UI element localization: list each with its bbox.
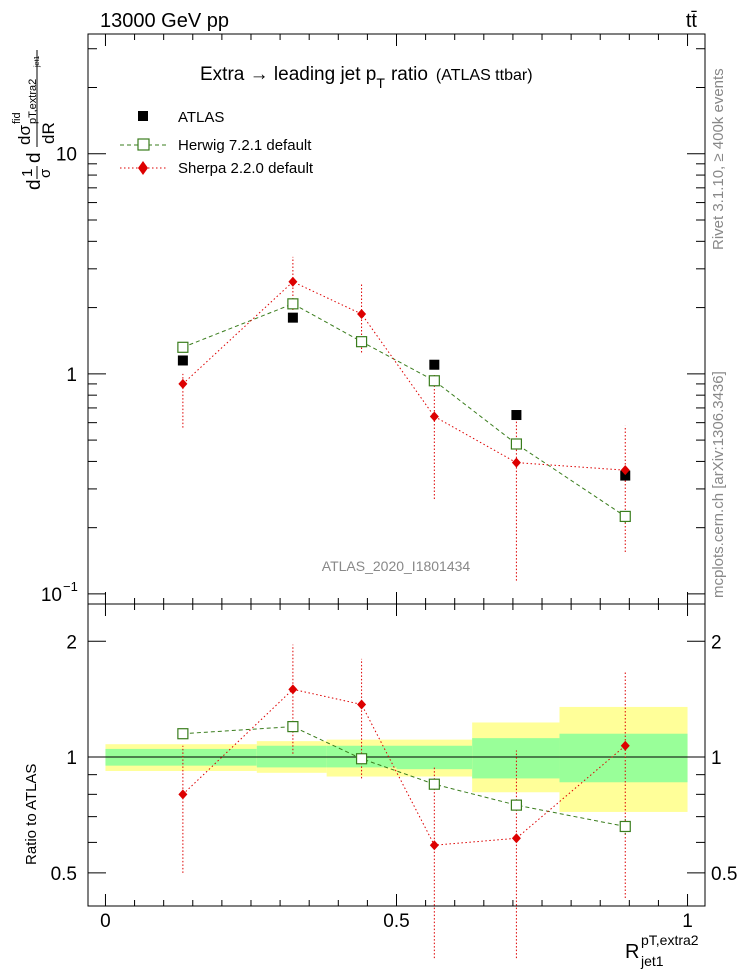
sherpa-point	[357, 309, 367, 320]
svg-text:pT,extra2: pT,extra2	[27, 79, 39, 124]
x-axis-label: RpT,extra2 jet1	[625, 932, 699, 969]
atlas-point	[287, 312, 298, 323]
herwig-point	[287, 298, 299, 310]
herwig-point	[177, 341, 189, 353]
y-tick-label: 10	[56, 145, 77, 166]
ratio-band-inner	[559, 733, 688, 783]
mcplots-label: mcplots.cern.ch [arXiv:1306.3436]	[710, 371, 727, 598]
sherpa-ratio-point	[178, 789, 188, 800]
herwig-ratio-point	[287, 721, 299, 733]
sherpa-point	[178, 378, 188, 389]
legend-marker-sherpa	[138, 161, 148, 175]
herwig-ratio-point	[619, 820, 631, 833]
sherpa-point	[288, 276, 298, 287]
legend-label-atlas: ATLAS	[178, 109, 224, 126]
plot-title: Extra → leading jet pT ratio (ATLAS ttbar)	[200, 64, 533, 91]
sherpa-ratio-point	[357, 699, 367, 710]
sherpa-ratio-point	[511, 833, 521, 844]
atlas-point	[511, 410, 522, 421]
analysis-watermark: ATLAS_2020_I1801434	[322, 558, 471, 574]
svg-text:σ: σ	[37, 168, 54, 178]
herwig-point	[510, 438, 523, 450]
herwig-ratio-point	[177, 728, 189, 740]
y-tick-label-exponent: −1	[63, 579, 78, 594]
atlas-point	[620, 470, 631, 481]
y-axis-label-ratio: Ratio to ATLAS	[23, 764, 40, 865]
x-tick-label: 0.5	[383, 911, 409, 932]
sherpa-point	[620, 465, 630, 476]
sherpa-point	[511, 457, 521, 468]
sherpa-line	[182, 281, 626, 471]
rivet-label: Rivet 3.1.10, ≥ 400k events	[710, 68, 727, 250]
herwig-ratio-point	[355, 753, 368, 765]
legend-marker-herwig	[137, 138, 150, 151]
legend: ATLAS Herwig 7.2.1 default Sherpa 2.2.0 …	[120, 109, 314, 177]
svg-text:d: d	[24, 179, 45, 190]
svg-text:dσ: dσ	[15, 125, 34, 145]
svg-text:dR: dR	[39, 122, 58, 144]
sherpa-point	[429, 411, 439, 422]
atlas-point	[177, 355, 188, 366]
ratio-panel: 0 0.5 1 0.5 0.5 1 1 2 2	[51, 603, 737, 959]
header-right: tt̄	[686, 10, 698, 32]
herwig-point	[619, 510, 631, 523]
sherpa-ratio-point	[288, 684, 298, 695]
y-tick-label-right: 1	[711, 748, 722, 769]
legend-label-sherpa: Sherpa 2.2.0 default	[178, 160, 314, 177]
herwig-ratio-point	[428, 778, 440, 790]
x-tick-label: 0	[100, 911, 111, 932]
y-axis-label-top: d 1 σ d dσ fid pT,extra2 jet1 dR	[11, 50, 58, 190]
svg-text:1: 1	[19, 169, 36, 177]
herwig-ratio-line	[182, 726, 626, 827]
y-tick-label: 10	[41, 585, 62, 606]
herwig-ratio-point	[510, 799, 523, 811]
legend-marker-atlas	[138, 111, 148, 121]
atlas-point	[429, 359, 440, 370]
header-left: 13000 GeV pp	[100, 10, 229, 32]
y-tick-label: 1	[66, 748, 77, 769]
legend-label-herwig: Herwig 7.2.1 default	[178, 137, 312, 154]
svg-text:d: d	[24, 152, 45, 163]
y-tick-label: 0.5	[51, 864, 77, 885]
herwig-point	[355, 336, 368, 348]
herwig-line	[182, 303, 626, 517]
svg-text:fid: fid	[11, 112, 23, 124]
sherpa-ratio-point	[429, 840, 439, 851]
ratio-band-inner	[472, 738, 560, 779]
y-tick-label-right: 2	[711, 632, 722, 653]
herwig-point	[428, 375, 440, 387]
sherpa-ratio-point	[620, 740, 630, 751]
y-tick-label-right: 0.5	[711, 864, 737, 885]
x-tick-label: 1	[682, 911, 693, 932]
y-tick-label: 1	[66, 365, 77, 386]
y-tick-label: 2	[66, 632, 77, 653]
